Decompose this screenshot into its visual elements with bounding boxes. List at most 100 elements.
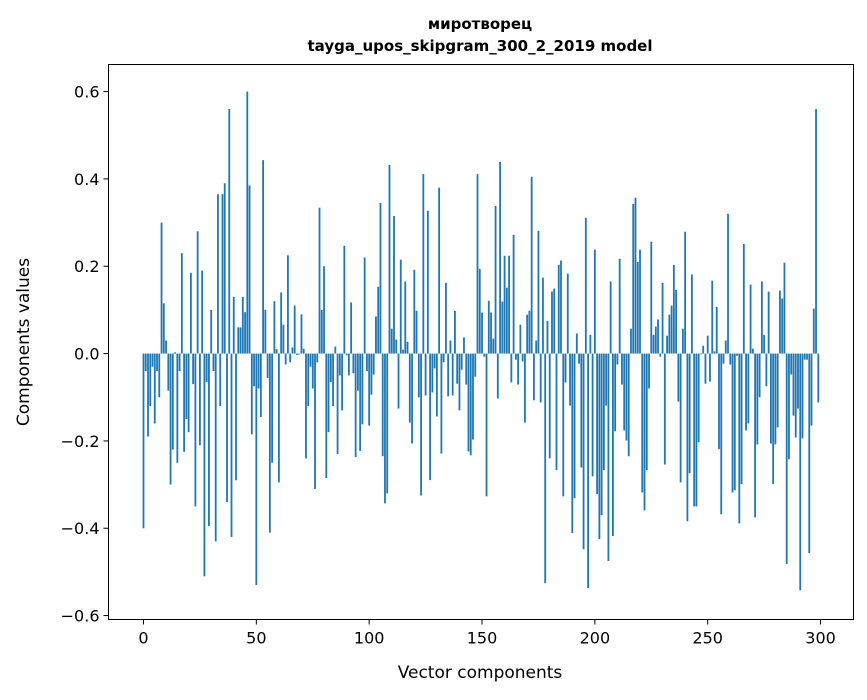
bar-108 xyxy=(386,353,389,494)
bar-113 xyxy=(397,353,400,409)
bar-285 xyxy=(785,353,788,565)
bar-128 xyxy=(431,353,434,393)
bar-291 xyxy=(799,353,802,591)
bar-65 xyxy=(289,353,292,363)
bar-260 xyxy=(729,353,732,365)
bar-52 xyxy=(259,353,262,417)
bar-117 xyxy=(406,341,409,354)
bar-243 xyxy=(691,274,693,354)
bar-156 xyxy=(494,205,497,354)
bar-105 xyxy=(379,202,382,354)
bar-182 xyxy=(553,288,556,354)
bar-4 xyxy=(151,353,154,367)
bar-53 xyxy=(262,160,264,354)
bar-224 xyxy=(648,353,650,389)
bar-232 xyxy=(666,335,668,354)
bar-189 xyxy=(569,353,571,406)
x-tick-label: 150 xyxy=(467,629,498,648)
bar-268 xyxy=(747,353,750,424)
bar-116 xyxy=(404,281,407,354)
bar-122 xyxy=(417,353,420,398)
bar-295 xyxy=(808,353,811,554)
bar-26 xyxy=(201,270,204,354)
bar-54 xyxy=(264,309,267,354)
bar-136 xyxy=(449,340,452,354)
x-axis-label: Vector components xyxy=(398,663,563,683)
bar-193 xyxy=(578,353,580,364)
bar-299 xyxy=(817,353,820,403)
bar-70 xyxy=(300,314,303,354)
bar-248 xyxy=(702,345,705,354)
bar-296 xyxy=(810,353,813,426)
bar-231 xyxy=(663,353,666,465)
bar-290 xyxy=(797,353,799,409)
bar-17 xyxy=(180,253,183,354)
bar-12 xyxy=(169,353,172,485)
x-tick-label: 50 xyxy=(246,629,266,648)
bar-256 xyxy=(720,353,723,515)
bar-66 xyxy=(291,347,294,354)
bar-94 xyxy=(354,353,357,458)
bar-288 xyxy=(792,353,795,416)
bar-123 xyxy=(420,353,422,496)
bar-250 xyxy=(706,335,709,354)
bar-45 xyxy=(244,312,246,354)
bar-241 xyxy=(686,353,689,522)
bar-205 xyxy=(605,353,608,406)
bar-148 xyxy=(476,174,479,354)
bar-23 xyxy=(194,353,197,507)
bar-277 xyxy=(767,291,770,354)
bar-0 xyxy=(142,353,145,529)
bar-78 xyxy=(318,207,321,354)
bar-180 xyxy=(548,353,551,459)
bar-58 xyxy=(273,301,276,354)
bar-292 xyxy=(801,353,804,439)
bar-96 xyxy=(359,353,362,451)
bar-110 xyxy=(390,328,393,354)
bar-126 xyxy=(426,210,429,354)
bar-199 xyxy=(591,353,594,477)
bar-253 xyxy=(713,351,716,354)
bar-261 xyxy=(731,353,734,493)
bar-208 xyxy=(612,353,614,537)
bar-198 xyxy=(589,334,592,354)
bar-273 xyxy=(758,353,761,398)
bar-100 xyxy=(368,353,371,426)
bar-283 xyxy=(781,298,784,354)
bar-297 xyxy=(812,308,815,354)
bar-160 xyxy=(503,255,506,354)
bar-149 xyxy=(478,268,481,354)
bar-154 xyxy=(490,312,492,354)
bar-68 xyxy=(296,353,298,355)
bar-233 xyxy=(668,314,671,354)
bar-262 xyxy=(733,353,736,491)
bar-236 xyxy=(675,289,678,354)
bar-14 xyxy=(174,352,176,354)
bar-119 xyxy=(411,353,413,444)
bar-225 xyxy=(650,241,653,354)
bar-184 xyxy=(557,264,560,354)
y-tick-label: −0.6 xyxy=(61,607,100,626)
bar-171 xyxy=(528,310,531,354)
bar-267 xyxy=(745,353,747,431)
bar-61 xyxy=(280,292,283,354)
bar-137 xyxy=(451,353,454,396)
bar-165 xyxy=(514,353,517,360)
bar-270 xyxy=(751,348,754,354)
bar-228 xyxy=(657,319,659,354)
bar-257 xyxy=(722,353,725,364)
bar-293 xyxy=(803,353,806,360)
bar-192 xyxy=(575,333,578,354)
bar-150 xyxy=(481,312,483,354)
bar-34 xyxy=(219,353,222,406)
bar-50 xyxy=(255,353,258,586)
bar-215 xyxy=(627,353,630,457)
bar-157 xyxy=(496,353,499,399)
bar-168 xyxy=(521,353,524,362)
bar-179 xyxy=(546,320,549,354)
bar-183 xyxy=(555,353,558,471)
bar-97 xyxy=(361,353,364,425)
bar-298 xyxy=(815,109,817,354)
bar-85 xyxy=(334,346,337,354)
bar-90 xyxy=(345,353,348,356)
